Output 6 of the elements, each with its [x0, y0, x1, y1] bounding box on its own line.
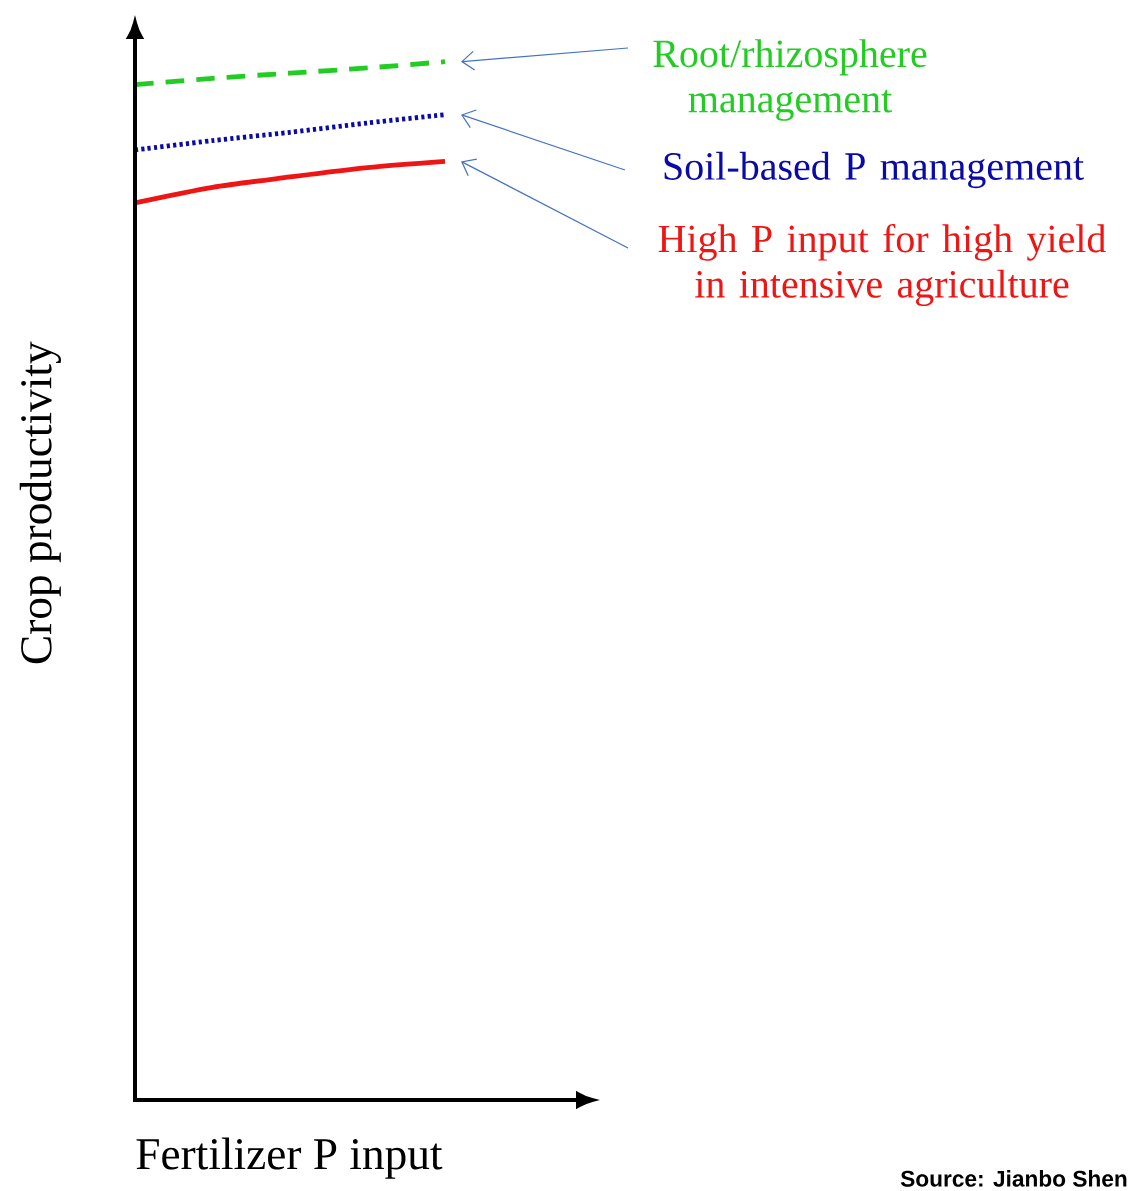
- text: Soil-based P management: [664, 151, 1084, 189]
- text: Root/rhizosphere management: [653, 39, 927, 121]
- text: High P input for high yield in intensive agriculture: [658, 223, 1106, 307]
- x-axis-title: Fertilizer P input: [136, 1137, 443, 1179]
- source-note: Source: Jianbo Shen: [900, 1170, 1127, 1187]
- y-axis-title: Crop productivity: [19, 341, 61, 664]
